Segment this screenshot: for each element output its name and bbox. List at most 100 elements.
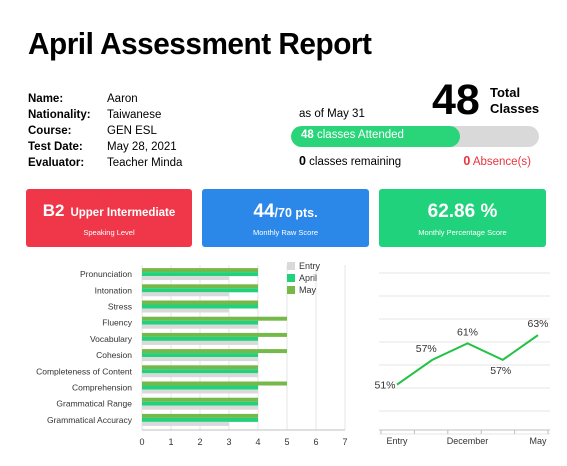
bar-may xyxy=(142,284,258,289)
bar-april xyxy=(142,353,258,358)
attendance-progress-bar: 48 classes Attended xyxy=(291,126,539,147)
bar-april xyxy=(142,304,258,309)
x-tick-label: 3 xyxy=(226,437,231,447)
bar-april xyxy=(142,288,258,293)
student-info: Name: Aaron Nationality: Taiwanese Cours… xyxy=(28,91,182,171)
bar-entry xyxy=(142,324,258,329)
data-label: 57% xyxy=(490,365,511,377)
attended-text: 48 classes Attended xyxy=(301,129,404,141)
info-row-nationality: Nationality: Taiwanese xyxy=(28,107,182,123)
percentage-score-value: 62.86 % xyxy=(427,201,498,222)
bar-may xyxy=(142,300,258,305)
category-label: Grammatical Accuracy xyxy=(47,415,133,425)
info-label: Course: xyxy=(28,125,72,137)
bar-may xyxy=(142,316,287,321)
data-label: 57% xyxy=(416,343,437,355)
absence-count: 0 xyxy=(463,154,471,168)
x-tick-label: 1 xyxy=(168,437,173,447)
x-tick-label: May xyxy=(529,436,547,446)
total-classes-label: Total Classes xyxy=(490,85,539,117)
info-value: Aaron xyxy=(107,93,138,105)
info-value: Teacher Minda xyxy=(107,157,183,169)
level-name: Upper Intermediate xyxy=(70,207,176,219)
info-label: Nationality: xyxy=(28,109,91,121)
bar-entry xyxy=(142,373,258,378)
raw-score-suffix: /70 pts. xyxy=(274,206,318,220)
bar-may xyxy=(142,413,258,418)
attended-label: classes Attended xyxy=(313,129,404,141)
x-tick-label: December xyxy=(447,436,489,446)
raw-score-caption: Monthly Raw Score xyxy=(252,228,319,237)
legend-label: May xyxy=(299,285,317,295)
bar-april xyxy=(142,320,258,325)
info-value: May 28, 2021 xyxy=(107,141,177,153)
speaking-level-value: B2 Upper Intermediate xyxy=(26,201,192,221)
bar-may xyxy=(142,365,258,370)
bar-may xyxy=(142,332,287,337)
speaking-level-card: B2 Upper Intermediate Speaking Level xyxy=(26,189,192,247)
category-label: Cohesion xyxy=(96,350,132,360)
category-label: Completeness of Content xyxy=(36,366,133,376)
attendance-progress-fill xyxy=(291,126,460,147)
legend-swatch xyxy=(287,286,295,294)
data-label: 61% xyxy=(457,326,478,338)
legend-label: April xyxy=(299,273,317,283)
series-line xyxy=(396,334,539,386)
info-label: Test Date: xyxy=(28,141,83,153)
raw-score-card: 44/70 pts. Monthly Raw Score xyxy=(202,189,369,247)
info-value: GEN ESL xyxy=(107,125,157,137)
percentage-score-caption: Monthly Percentage Score xyxy=(418,228,507,237)
info-value: Taiwanese xyxy=(107,109,162,121)
bar-april xyxy=(142,369,258,374)
x-tick-label: Entry xyxy=(386,436,408,446)
info-row-evaluator: Evaluator: Teacher Minda xyxy=(28,155,182,171)
bar-entry xyxy=(142,357,258,362)
info-row-name: Name: Aaron xyxy=(28,91,182,107)
as-of-date: as of May 31 xyxy=(299,108,365,120)
bar-april xyxy=(142,336,258,341)
x-tick-label: 4 xyxy=(255,437,260,447)
absence-label: Absence(s) xyxy=(470,156,531,168)
raw-score-value: 44/70 pts. xyxy=(202,201,369,223)
bar-entry xyxy=(142,405,258,410)
x-tick-label: 7 xyxy=(342,437,347,447)
bar-entry xyxy=(142,389,258,394)
bar-may xyxy=(142,268,258,273)
percentage-score-card: 62.86 % Monthly Percentage Score xyxy=(379,189,546,247)
bar-may xyxy=(142,397,258,402)
bar-april xyxy=(142,417,258,422)
bar-entry xyxy=(142,340,258,345)
total-label-line2: Classes xyxy=(490,101,540,116)
page-title: April Assessment Report xyxy=(28,26,372,61)
legend-label: Entry xyxy=(299,261,321,271)
category-label: Stress xyxy=(108,302,132,312)
percentage-line-chart: 51% 57% 61% 57% 63% Entry December May xyxy=(374,272,550,446)
remaining-label: classes remaining xyxy=(305,156,402,168)
remaining-count: 0 xyxy=(299,154,306,168)
bar-may xyxy=(142,349,287,354)
info-row-course: Course: GEN ESL xyxy=(28,123,182,139)
legend-swatch xyxy=(287,262,295,270)
legend-swatch xyxy=(287,274,295,282)
category-label: Fluency xyxy=(102,318,133,328)
level-code: B2 xyxy=(42,201,65,220)
category-label: Pronunciation xyxy=(80,269,132,279)
bar-entry xyxy=(142,308,229,313)
bar-april xyxy=(142,401,258,406)
attended-count: 48 xyxy=(301,129,314,141)
x-tick-label: 6 xyxy=(313,437,318,447)
bar-entry xyxy=(142,292,229,297)
bar-entry xyxy=(142,276,229,281)
bar-entry xyxy=(142,421,229,426)
skills-bar-chart: 0 1 2 3 4 5 6 7 Pronunciation Intonation Stress Flu… xyxy=(36,261,347,447)
info-label: Name: xyxy=(28,93,64,105)
classes-remaining: 0 classes remaining xyxy=(299,154,401,168)
bar-april xyxy=(142,272,258,277)
bar-april xyxy=(142,385,258,390)
data-label: 63% xyxy=(527,318,548,330)
x-tick-label: 0 xyxy=(139,437,144,447)
info-label: Evaluator: xyxy=(28,157,85,169)
speaking-level-caption: Speaking Level xyxy=(83,228,135,237)
raw-score-number: 44 xyxy=(253,201,275,222)
category-label: Comprehension xyxy=(72,383,132,393)
